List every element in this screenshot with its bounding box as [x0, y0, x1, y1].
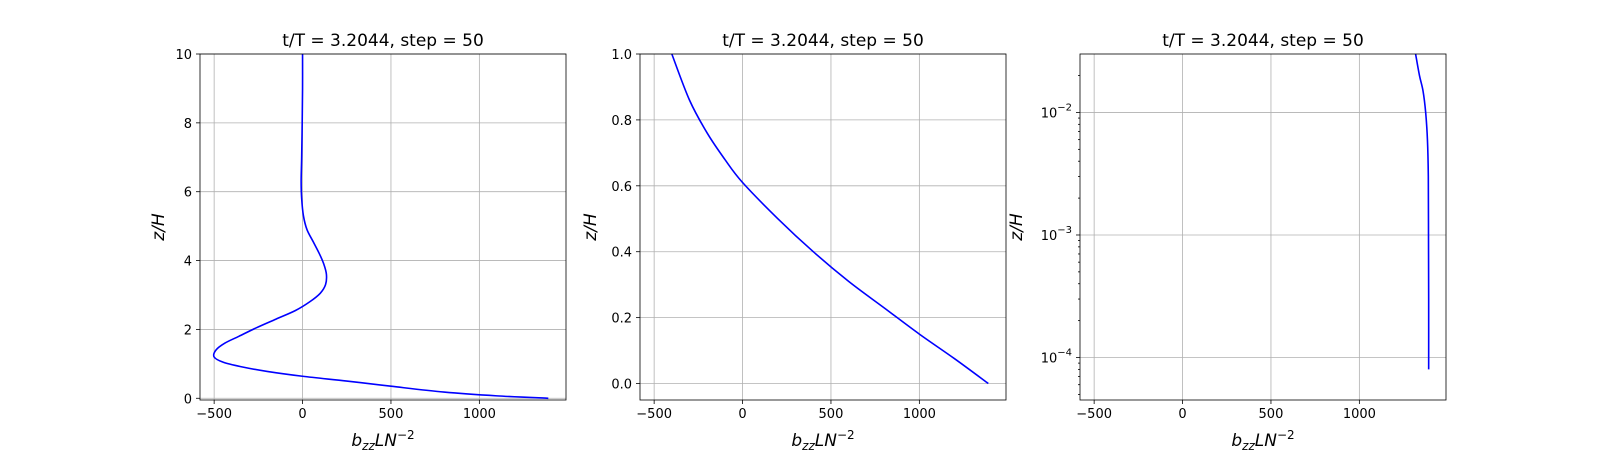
y-tick-label: 8: [184, 117, 192, 132]
y-tick-label-base: 10: [1041, 229, 1058, 244]
x-axis-label-sub-2: zz: [801, 439, 815, 450]
tick-layer-1: −500 0 500 1000 0 2 4 6 8 10: [175, 48, 495, 422]
x-tick-label: 0: [298, 407, 306, 422]
y-tick-label: 10−2: [1041, 102, 1072, 121]
y-tick-label: 10−3: [1041, 225, 1072, 244]
x-axis-label-sup-3: −2: [1277, 428, 1295, 442]
x-axis-label-2: bzzLN−2: [791, 428, 854, 450]
y-tick-label: 4: [184, 255, 192, 270]
series-line: [1414, 53, 1430, 370]
curve-layer-1: [212, 53, 549, 400]
y-axis-label-1: z/H: [149, 213, 169, 242]
y-axis-label-2: z/H: [581, 213, 601, 242]
x-tick-label: 1000: [903, 407, 936, 422]
plot-frame-3: [1079, 53, 1447, 401]
x-tick-label: 1000: [463, 407, 496, 422]
y-tick-label: 0.0: [611, 378, 632, 393]
x-tick-label: 1000: [1343, 407, 1376, 422]
x-tick-label: 0: [1178, 407, 1186, 422]
y-tick-label-base: 10: [1041, 352, 1058, 367]
x-axis-label-sub-3: zz: [1241, 439, 1255, 450]
y-tick-label: 0.8: [611, 114, 632, 129]
y-axis-label-3: z/H: [1007, 213, 1027, 242]
x-tick-label: 500: [1259, 407, 1284, 422]
y-tick-label: 2: [184, 323, 192, 338]
tick-layer-2: −500 0 500 1000 0.0 0.2 0.4 0.6 0.8 1.0: [611, 48, 936, 422]
series-line: [671, 53, 989, 385]
x-axis-label-base-2: b: [791, 431, 802, 450]
curve-layer-2: [671, 53, 989, 385]
y-tick-label: 6: [184, 186, 192, 201]
chart-title-3: t/T = 3.2044, step = 50: [1162, 31, 1364, 51]
x-axis-label-1: bzzLN−2: [351, 428, 414, 450]
chart-panel-2: −500 0 500 1000 0.0 0.2 0.4 0.6 0.8 1.0 t/T = 3.2…: [581, 31, 1007, 450]
y-tick-label-exponent: −4: [1057, 348, 1072, 359]
chart-title-1: t/T = 3.2044, step = 50: [282, 31, 484, 51]
curve-layer-3: [1414, 53, 1430, 370]
x-axis-label-sup-1: −2: [397, 428, 415, 442]
x-axis-label-mid-2: LN: [815, 431, 837, 450]
y-tick-label: 0.6: [611, 180, 632, 195]
x-axis-label-3: bzzLN−2: [1231, 428, 1294, 450]
y-tick-label: 0.4: [611, 246, 632, 261]
y-tick-label: 10−4: [1041, 348, 1072, 367]
x-tick-label: 500: [819, 407, 844, 422]
x-axis-label-mid-1: LN: [375, 431, 397, 450]
plot-frame-1: [199, 53, 567, 401]
series-line: [212, 53, 549, 400]
x-axis-label-sub-1: zz: [361, 439, 375, 450]
y-tick-label: 10: [175, 48, 192, 63]
x-axis-label-base-3: b: [1231, 431, 1242, 450]
x-axis-label-base-1: b: [351, 431, 362, 450]
plot-frame-2: [639, 53, 1007, 401]
grid-layer-3: [1080, 54, 1446, 400]
y-tick-label: 1.0: [611, 48, 632, 63]
x-tick-label: −500: [196, 407, 232, 422]
y-tick-label-exponent: −3: [1057, 225, 1072, 236]
x-tick-label: 0: [738, 407, 746, 422]
y-tick-label: 0: [184, 392, 192, 407]
y-tick-label: 0.2: [611, 312, 632, 327]
x-tick-label: 500: [379, 407, 404, 422]
y-tick-label-exponent: −2: [1057, 102, 1072, 113]
chart-title-2: t/T = 3.2044, step = 50: [722, 31, 924, 51]
y-tick-label-base: 10: [1041, 106, 1058, 121]
x-axis-label-mid-3: LN: [1255, 431, 1277, 450]
x-axis-label-sup-2: −2: [837, 428, 855, 442]
x-tick-label: −500: [636, 407, 672, 422]
chart-panel-1: −500 0 500 1000 0 2 4 6 8 10 t/T = 3.2044, step =…: [149, 31, 567, 450]
x-tick-label: −500: [1076, 407, 1112, 422]
